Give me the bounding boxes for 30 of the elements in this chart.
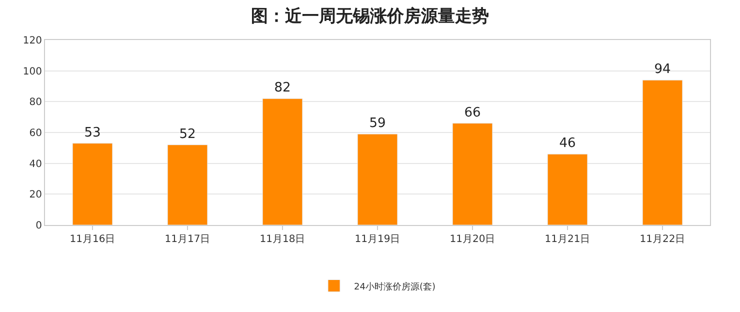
data-label: 46	[559, 136, 576, 152]
x-tick-label: 11月22日	[640, 234, 686, 245]
x-tick-label: 11月21日	[544, 234, 590, 245]
bar	[167, 144, 208, 225]
y-tick-label: 60	[29, 128, 42, 139]
bar	[72, 143, 113, 225]
y-tick-label: 100	[22, 66, 42, 78]
data-label: 82	[274, 80, 291, 96]
bar	[357, 134, 398, 225]
x-tick-label: 11月16日	[70, 234, 116, 245]
bar	[452, 123, 493, 225]
y-tick-label: 80	[29, 97, 42, 108]
bar	[262, 98, 303, 225]
bar	[547, 154, 588, 225]
bar	[642, 80, 683, 225]
data-label: 52	[179, 126, 196, 142]
chart-title: 图：近一周无锡涨价房源量走势	[251, 6, 489, 26]
data-label: 94	[654, 62, 671, 78]
data-label: 59	[369, 116, 386, 132]
y-tick-label: 120	[22, 36, 42, 46]
data-label: 53	[84, 125, 101, 140]
x-tick-label: 11月20日	[450, 234, 496, 245]
x-tick-label: 11月18日	[260, 234, 306, 245]
x-tick-label: 11月19日	[354, 234, 400, 245]
x-tick-label: 11月17日	[164, 234, 210, 245]
y-tick-label: 20	[29, 190, 42, 201]
data-label: 66	[464, 105, 481, 120]
legend-label: 24小时涨价房源(套)	[354, 281, 436, 292]
y-tick-label: 40	[29, 158, 42, 170]
y-tick-label: 0	[36, 220, 42, 232]
